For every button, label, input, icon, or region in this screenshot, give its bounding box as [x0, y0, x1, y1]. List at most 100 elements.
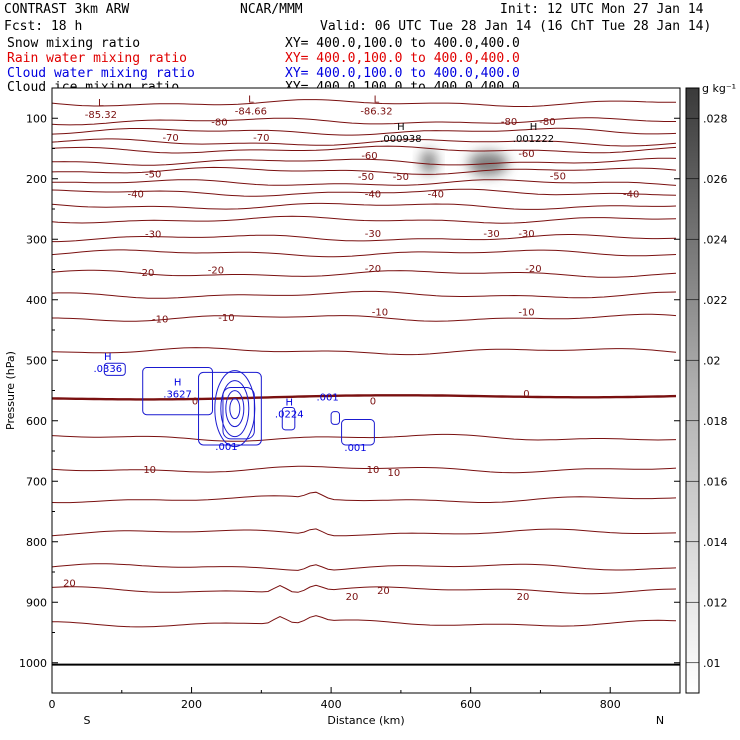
- contour-label: 20: [346, 592, 359, 603]
- isotherm-line: [52, 249, 677, 258]
- extremum-value: -84.66: [235, 106, 267, 117]
- y-tick-label: 700: [26, 475, 47, 488]
- colorbar-tick-label: .024: [703, 233, 728, 246]
- north-label: N: [656, 714, 664, 727]
- legend-cloud-water-xy: XY= 400.0,100.0 to 400.0,400.0: [285, 66, 520, 81]
- contour-label: -20: [365, 264, 381, 275]
- colorbar-tick-label: .028: [703, 112, 728, 125]
- extremum-value: .001: [215, 442, 237, 453]
- x-axis-label: Distance (km): [327, 714, 404, 727]
- colorbar-unit: g kg⁻¹: [702, 82, 736, 95]
- contour-label: -40: [623, 189, 639, 200]
- isotherm-line: [52, 127, 677, 136]
- contour-label: -40: [428, 189, 444, 200]
- isotherm-line: [52, 202, 677, 210]
- contour-label: -20: [525, 264, 541, 275]
- extremum-marker: H: [397, 122, 405, 133]
- isotherm-line: [52, 234, 677, 243]
- isotherm-line: [52, 166, 677, 175]
- extremum-value: .0224: [275, 409, 304, 420]
- cloud-water-contour: [281, 406, 296, 431]
- y-tick-label: 400: [26, 294, 47, 307]
- contour-label: -60: [518, 149, 534, 160]
- extremum-value: .000938: [380, 134, 421, 145]
- contour-label: -80: [501, 117, 517, 128]
- south-label: S: [84, 714, 91, 727]
- ice-cloud-blob: [420, 149, 437, 174]
- isotherm-line: [52, 394, 677, 401]
- y-axis-label: Pressure (hPa): [4, 351, 17, 430]
- contour-label: -50: [145, 170, 161, 181]
- center-label: NCAR/MMM: [240, 2, 303, 17]
- extremum-marker: L: [374, 94, 380, 105]
- contour-label: -10: [518, 307, 534, 318]
- isotherm-line: [52, 179, 677, 186]
- contour-label: -40: [128, 189, 144, 200]
- cloud-water-contour: [214, 370, 256, 448]
- contour-label: 10: [388, 468, 401, 479]
- contour-label: -10: [372, 307, 388, 318]
- contour-label: -80: [539, 117, 555, 128]
- cloud-water-contour: [225, 390, 245, 428]
- contour-label: -20: [138, 268, 154, 279]
- extremum-marker: H: [530, 122, 538, 133]
- isotherm-line: [52, 138, 677, 147]
- extremum-marker: H: [174, 378, 182, 389]
- contour-label: 20: [377, 586, 390, 597]
- extremum-value: .001222: [513, 134, 554, 145]
- extremum-value: .001: [316, 393, 338, 404]
- colorbar-tick-label: .012: [703, 596, 728, 609]
- extremum-value: -85.32: [85, 110, 117, 121]
- contour-label: -20: [208, 266, 224, 277]
- valid-time: Valid: 06 UTC Tue 28 Jan 14 (16 ChT Tue …: [320, 19, 712, 34]
- extremum-value: -86.32: [360, 106, 392, 117]
- cloud-water-contour: [220, 380, 250, 438]
- y-tick-label: 1000: [19, 657, 47, 670]
- isotherm-line: [52, 584, 677, 595]
- y-tick-label: 300: [26, 233, 47, 246]
- contour-label: 20: [517, 592, 530, 603]
- x-tick-label: 200: [181, 698, 202, 711]
- contour-label: 0: [370, 396, 376, 407]
- isotherm-line: [52, 615, 677, 628]
- contour-label: -30: [518, 229, 534, 240]
- contour-label: -40: [365, 189, 381, 200]
- colorbar-tick-label: .022: [703, 294, 728, 307]
- cloud-water-contour: [103, 362, 126, 376]
- cloud-water-contour: [229, 398, 241, 420]
- colorbar-tick-label: .018: [703, 415, 728, 428]
- isotherm-line: [52, 99, 676, 107]
- cloud-water-contour: [341, 419, 375, 446]
- isotherm-line: [52, 491, 677, 504]
- cloud-water-contour: [198, 371, 262, 446]
- extremum-value: .3627: [163, 390, 192, 401]
- legend-rain-xy: XY= 400.0,100.0 to 400.0,400.0: [285, 51, 520, 66]
- colorbar-tick-label: .02: [703, 354, 721, 367]
- y-tick-label: 600: [26, 415, 47, 428]
- contour-label: -10: [218, 313, 234, 324]
- isotherm-line: [52, 215, 677, 224]
- y-tick-label: 900: [26, 596, 47, 609]
- contour-label: 0: [192, 396, 198, 407]
- colorbar-tick-label: .016: [703, 475, 728, 488]
- legend-cloud-water-name: Cloud water mixing ratio: [7, 66, 195, 81]
- isotherm-line: [52, 433, 677, 442]
- contour-label: -50: [358, 172, 374, 183]
- contour-label: -10: [152, 315, 168, 326]
- isotherm-line: [52, 188, 677, 197]
- x-tick-label: 800: [600, 698, 621, 711]
- contour-label: -30: [145, 229, 161, 240]
- extremum-marker: H: [104, 352, 112, 363]
- extremum-marker: L: [248, 94, 254, 105]
- contour-label: -30: [365, 229, 381, 240]
- contour-label: 0: [523, 389, 529, 400]
- contour-label: 20: [63, 578, 76, 589]
- contour-label: -70: [162, 133, 178, 144]
- y-tick-label: 100: [26, 112, 47, 125]
- x-tick-label: 400: [321, 698, 342, 711]
- x-tick-label: 600: [460, 698, 481, 711]
- contour-label: -60: [361, 151, 377, 162]
- isotherm-line: [52, 290, 677, 299]
- forecast-hour: Fcst: 18 h: [4, 19, 83, 34]
